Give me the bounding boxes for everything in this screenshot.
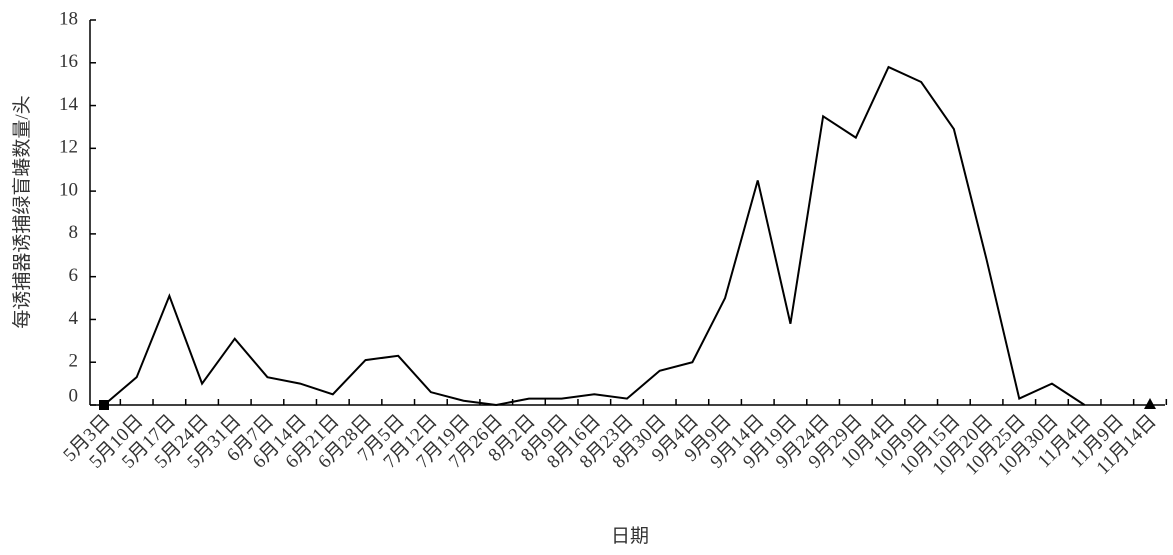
point-marker <box>99 400 109 410</box>
y-tick-label: 2 <box>69 351 79 372</box>
y-tick-label: 8 <box>69 222 79 243</box>
x-axis-label: 日期 <box>611 525 649 547</box>
y-tick-label: 6 <box>69 265 79 286</box>
y-tick-label: 14 <box>59 94 79 115</box>
y-tick-label: 16 <box>59 51 78 72</box>
y-tick-label: 12 <box>59 137 78 158</box>
data-line <box>103 65 1086 407</box>
y-tick-label: 0 <box>69 385 79 406</box>
y-tick-label: 10 <box>59 179 78 200</box>
y-axis-label: 每诱捕器诱捕绿盲蝽数量/头 <box>11 95 33 328</box>
point-marker <box>1144 398 1156 409</box>
y-tick-label: 18 <box>59 8 78 29</box>
y-tick-label: 4 <box>69 308 79 329</box>
